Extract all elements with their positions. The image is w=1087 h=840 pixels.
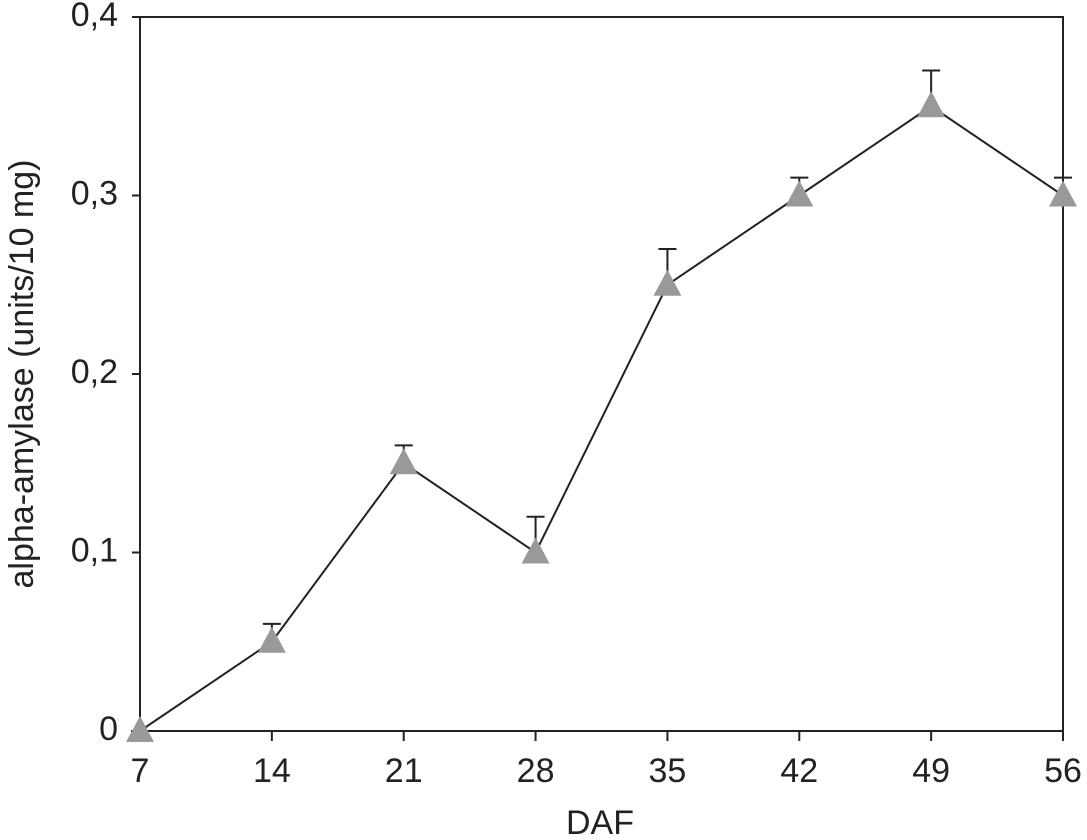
y-tick-label: 0,3 [71,174,118,212]
x-tick-label: 35 [649,752,687,790]
marker [521,537,550,564]
marker [257,626,286,653]
marker [126,716,154,742]
x-axis-label: DAF [566,804,634,840]
x-tick-label: 49 [912,752,950,790]
x-tick-label: 7 [131,752,150,790]
y-tick-label: 0 [99,710,118,748]
x-tick-label: 28 [517,752,555,790]
x-tick-label: 14 [253,752,291,790]
y-tick-label: 0,4 [71,0,118,34]
marker [917,91,946,118]
marker [1049,180,1077,207]
marker [653,269,682,296]
x-tick-label: 56 [1044,752,1082,790]
y-tick-label: 0,2 [71,353,118,391]
x-tick-label: 21 [385,752,423,790]
marker [785,180,814,207]
y-tick-label: 0,1 [71,531,118,569]
marker [389,448,418,475]
y-axis-label: alpha-amylase (units/10 mg) [3,160,41,589]
data-line [139,105,1064,732]
x-tick-label: 42 [780,752,818,790]
